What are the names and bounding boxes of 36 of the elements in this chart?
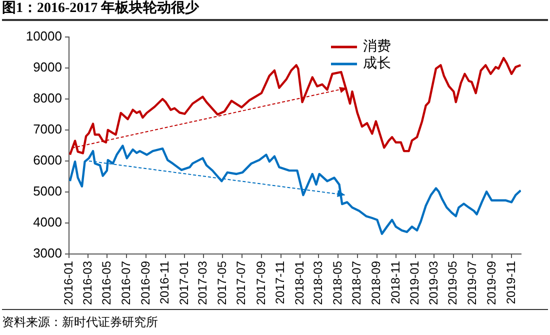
x-tick-label: 2019-09 [484,260,499,306]
y-tick-label: 10000 [26,28,62,44]
x-tick-label: 2017-11 [273,260,288,304]
y-tick-label: 4000 [33,214,62,230]
legend-label: 成长 [363,56,391,72]
y-tick-label: 9000 [33,60,62,75]
chart-title: 图1：2016-2017 年板块轮动很少 [2,0,548,21]
x-tick-label: 2016-11 [158,260,172,304]
x-tick-label: 2019-07 [464,260,479,306]
x-tick-label: 2016-01 [61,260,76,306]
x-tick-label: 2018-07 [350,260,364,306]
x-tick-label: 2018-03 [311,260,326,306]
x-tick-label: 2019-03 [426,260,440,306]
x-tick-label: 2017-07 [234,260,248,306]
x-tick-label: 2016-03 [80,260,94,306]
y-tick-label: 6000 [33,152,62,168]
y-tick-label: 7000 [33,122,62,137]
y-tick-label: 3000 [33,246,62,261]
x-tick-label: 2016-09 [138,260,152,306]
x-tick-label: 2018-09 [369,260,384,306]
y-tick-label: 8000 [33,90,62,106]
y-tick-label: 5000 [33,184,62,199]
x-tick-label: 2016-05 [100,260,114,306]
x-tick-label: 2017-05 [214,260,229,306]
x-tick-label: 2018-11 [388,260,402,304]
legend-label: 消费 [363,38,391,55]
x-tick-label: 2019-11 [504,260,518,304]
x-tick-label: 2018-05 [330,260,344,306]
x-tick-label: 2017-09 [254,260,268,306]
x-tick-label: 2017-03 [196,260,210,306]
x-tick-label: 2019-05 [446,260,460,306]
x-tick-label: 2019-01 [408,260,422,306]
x-tick-label: 2017-01 [177,260,191,306]
x-tick-label: 2018-01 [292,260,306,306]
x-tick-label: 2016-07 [118,260,133,306]
text: 资料来源：新时代证券研究所 [2,309,548,331]
